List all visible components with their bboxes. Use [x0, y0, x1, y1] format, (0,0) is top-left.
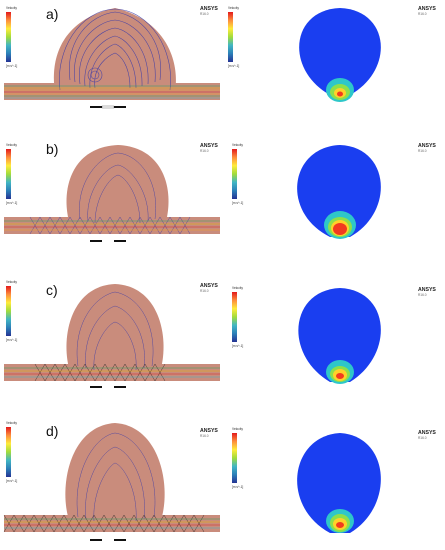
streamline-plot	[4, 284, 220, 388]
panel-label: b)	[46, 141, 59, 157]
panel-a: Velocity [m s^-1] a) ANSYS R1	[0, 0, 445, 137]
right-colorbar-title: Velocity	[232, 143, 243, 147]
left-colorbar-title: Velocity	[6, 6, 17, 10]
left-colorbar-title: Velocity	[6, 280, 17, 284]
streamline-plot	[4, 145, 220, 242]
left-colorbar-title: Velocity	[6, 421, 17, 425]
left-colorbar	[6, 427, 11, 477]
left-colorbar	[6, 286, 11, 336]
right-colorbar	[232, 292, 237, 342]
right-colorbar-title: Velocity	[232, 286, 243, 290]
right-colorbar	[232, 149, 237, 199]
right-colorbar-unit: [m s^-1]	[232, 485, 244, 489]
ansys-logo: ANSYS R16.0	[200, 428, 218, 439]
panel-d: Velocity [m s^-1] d) ANSYS R16.0 Velocity…	[0, 411, 445, 550]
ansys-logo: ANSYS R16.0	[418, 143, 436, 154]
ansys-logo: ANSYS R16.0	[418, 287, 436, 298]
left-colorbar-unit: [m s^-1]	[6, 64, 18, 68]
ansys-logo: ANSYS R16.0	[418, 430, 436, 441]
left-colorbar-unit: [m s^-1]	[6, 338, 18, 342]
panel-label: c)	[46, 282, 58, 298]
panel-label: d)	[46, 423, 59, 439]
right-colorbar	[232, 433, 237, 483]
contour-plot	[297, 145, 381, 239]
ansys-logo: ANSYS R16.0	[200, 6, 218, 17]
contour-plot	[298, 288, 381, 384]
right-colorbar-unit: [m s^-1]	[232, 344, 244, 348]
left-colorbar	[6, 12, 11, 62]
right-colorbar-unit: [m s^-1]	[232, 201, 244, 205]
contour-plot	[297, 433, 381, 533]
panel-b: Velocity [m s^-1] b) ANSYS R16.0 Velocity…	[0, 137, 445, 274]
left-colorbar-unit: [m s^-1]	[6, 201, 18, 205]
ansys-logo: ANSYS R16.0	[200, 283, 218, 294]
right-colorbar-title: Velocity	[228, 6, 239, 10]
streamline-plot	[3, 423, 220, 541]
panel-c: Velocity [m s^-1] c) ANSYS R16.0 Velocity…	[0, 274, 445, 411]
right-colorbar-title: Velocity	[232, 427, 243, 431]
panel-label: a)	[46, 6, 59, 22]
streamline-plot	[4, 8, 220, 109]
contour-plot	[299, 8, 381, 102]
ansys-logo: ANSYS R16.0	[418, 6, 436, 17]
left-colorbar-unit: [m s^-1]	[6, 479, 18, 483]
right-colorbar-unit: [m s^-1]	[228, 64, 240, 68]
ansys-logo: ANSYS R16.0	[200, 143, 218, 154]
left-colorbar-title: Velocity	[6, 143, 17, 147]
left-colorbar	[6, 149, 11, 199]
right-colorbar	[228, 12, 233, 62]
